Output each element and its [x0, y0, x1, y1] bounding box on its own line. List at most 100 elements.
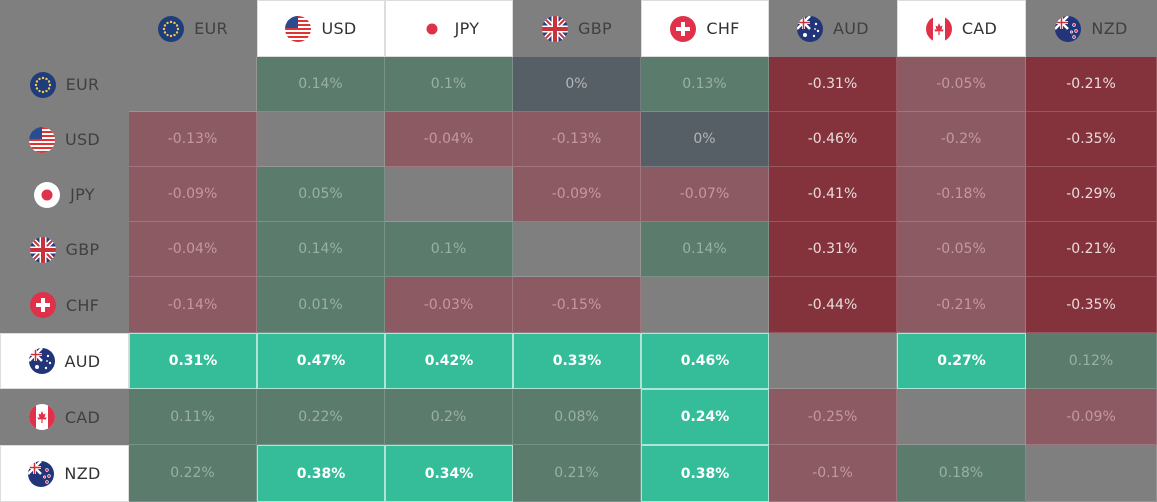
- col-header-label: JPY: [454, 19, 480, 38]
- heatmap-cell-nzd-usd: 0.38%: [257, 445, 385, 502]
- row-header-label: USD: [64, 130, 101, 149]
- heatmap-cell-chf-aud: -0.44%: [769, 277, 897, 333]
- eur-flag-icon: [158, 15, 185, 42]
- chf-flag-icon: [670, 15, 697, 42]
- heatmap-cell-jpy-eur: -0.09%: [129, 167, 257, 222]
- col-header-label: GBP: [578, 19, 612, 38]
- row-header-label: NZD: [64, 464, 101, 483]
- heatmap-cell-aud-cad: 0.27%: [897, 333, 1026, 389]
- heatmap-cell-chf-jpy: -0.03%: [385, 277, 513, 333]
- heatmap-cell-nzd-cad: 0.18%: [897, 445, 1026, 502]
- heatmap-cell-cad-chf: 0.24%: [641, 389, 769, 445]
- col-header-aud: AUD: [769, 0, 897, 57]
- heatmap-cell-eur-chf: 0.13%: [641, 57, 769, 112]
- col-header-jpy: JPY: [385, 0, 513, 57]
- heatmap-cell-gbp-aud: -0.31%: [769, 222, 897, 277]
- usd-flag-icon: [28, 126, 55, 153]
- col-header-chf: CHF: [641, 0, 769, 57]
- aud-flag-icon: [28, 348, 55, 374]
- col-header-gbp: GBP: [513, 0, 641, 57]
- heatmap-cell-gbp-eur: -0.04%: [129, 222, 257, 277]
- cad-flag-icon: [925, 15, 952, 42]
- col-header-label: CHF: [706, 19, 740, 38]
- jpy-flag-icon: [418, 15, 445, 42]
- nzd-flag-icon: [28, 460, 55, 487]
- heatmap-cell-cad-usd: 0.22%: [257, 389, 385, 445]
- heatmap-cell-cad-gbp: 0.08%: [513, 389, 641, 445]
- col-header-usd: USD: [257, 0, 385, 57]
- heatmap-cell-eur-nzd: -0.21%: [1026, 57, 1157, 112]
- heatmap-cell-cad-aud: -0.25%: [769, 389, 897, 445]
- heatmap-cell-jpy-aud: -0.41%: [769, 167, 897, 222]
- heatmap-cell-jpy-jpy: [385, 167, 513, 222]
- col-header-label: CAD: [961, 19, 998, 38]
- eur-flag-icon: [29, 71, 56, 98]
- heatmap-cell-aud-gbp: 0.33%: [513, 333, 641, 389]
- col-header-nzd: NZD: [1026, 0, 1157, 57]
- heatmap-cell-gbp-usd: 0.14%: [257, 222, 385, 277]
- heatmap-cell-gbp-chf: 0.14%: [641, 222, 769, 277]
- row-header-label: GBP: [65, 240, 100, 259]
- heatmap-cell-eur-gbp: 0%: [513, 57, 641, 112]
- heatmap-cell-usd-gbp: -0.13%: [513, 112, 641, 167]
- col-header-cad: CAD: [897, 0, 1026, 57]
- col-header-label: NZD: [1091, 19, 1128, 38]
- row-header-gbp: GBP: [0, 222, 129, 277]
- row-header-eur: EUR: [0, 57, 129, 112]
- heatmap-cell-aud-jpy: 0.42%: [385, 333, 513, 389]
- heatmap-cell-eur-cad: -0.05%: [897, 57, 1026, 112]
- gbp-flag-icon: [542, 15, 569, 42]
- heatmap-cell-eur-usd: 0.14%: [257, 57, 385, 112]
- heatmap-cell-eur-aud: -0.31%: [769, 57, 897, 112]
- heatmap-cell-eur-eur: [129, 57, 257, 112]
- col-header-eur: EUR: [129, 0, 257, 57]
- row-header-aud: AUD: [0, 333, 129, 389]
- heatmap-cell-gbp-nzd: -0.21%: [1026, 222, 1157, 277]
- col-header-label: AUD: [833, 19, 869, 38]
- heatmap-cell-jpy-nzd: -0.29%: [1026, 167, 1157, 222]
- heatmap-cell-gbp-jpy: 0.1%: [385, 222, 513, 277]
- heatmap-cell-jpy-gbp: -0.09%: [513, 167, 641, 222]
- heatmap-cell-nzd-nzd: [1026, 445, 1157, 502]
- row-header-label: EUR: [65, 75, 100, 94]
- heatmap-cell-cad-jpy: 0.2%: [385, 389, 513, 445]
- heatmap-cell-jpy-cad: -0.18%: [897, 167, 1026, 222]
- heatmap-cell-nzd-aud: -0.1%: [769, 445, 897, 502]
- cad-flag-icon: [28, 404, 55, 430]
- heatmap-cell-cad-nzd: -0.09%: [1026, 389, 1157, 445]
- heatmap-cell-usd-cad: -0.2%: [897, 112, 1026, 167]
- heatmap-cell-chf-gbp: -0.15%: [513, 277, 641, 333]
- heatmap-cell-aud-chf: 0.46%: [641, 333, 769, 389]
- heatmap-cell-jpy-chf: -0.07%: [641, 167, 769, 222]
- heatmap-cell-nzd-eur: 0.22%: [129, 445, 257, 502]
- row-header-label: CAD: [64, 407, 101, 427]
- row-header-nzd: NZD: [0, 445, 129, 502]
- heatmap-cell-jpy-usd: 0.05%: [257, 167, 385, 222]
- heatmap-cell-aud-eur: 0.31%: [129, 333, 257, 389]
- col-header-label: USD: [321, 19, 357, 38]
- heatmap-cell-gbp-gbp: [513, 222, 641, 277]
- row-header-label: JPY: [70, 185, 95, 204]
- heatmap-cell-chf-nzd: -0.35%: [1026, 277, 1157, 333]
- jpy-flag-icon: [34, 181, 61, 208]
- row-header-jpy: JPY: [0, 167, 129, 222]
- chf-flag-icon: [29, 292, 56, 318]
- heatmap-cell-usd-eur: -0.13%: [129, 112, 257, 167]
- heatmap-cell-nzd-jpy: 0.34%: [385, 445, 513, 502]
- heatmap-cell-aud-usd: 0.47%: [257, 333, 385, 389]
- heatmap-cell-chf-chf: [641, 277, 769, 333]
- nzd-flag-icon: [1055, 15, 1082, 42]
- heatmap-cell-chf-cad: -0.21%: [897, 277, 1026, 333]
- corner-cell: [0, 0, 129, 57]
- heatmap-cell-cad-cad: [897, 389, 1026, 445]
- row-header-label: AUD: [64, 351, 101, 371]
- gbp-flag-icon: [29, 236, 56, 263]
- row-header-label: CHF: [65, 295, 100, 315]
- heatmap-cell-nzd-chf: 0.38%: [641, 445, 769, 502]
- heatmap-cell-chf-usd: 0.01%: [257, 277, 385, 333]
- heatmap-cell-usd-jpy: -0.04%: [385, 112, 513, 167]
- heatmap-cell-usd-chf: 0%: [641, 112, 769, 167]
- heatmap-cell-usd-aud: -0.46%: [769, 112, 897, 167]
- heatmap-cell-nzd-gbp: 0.21%: [513, 445, 641, 502]
